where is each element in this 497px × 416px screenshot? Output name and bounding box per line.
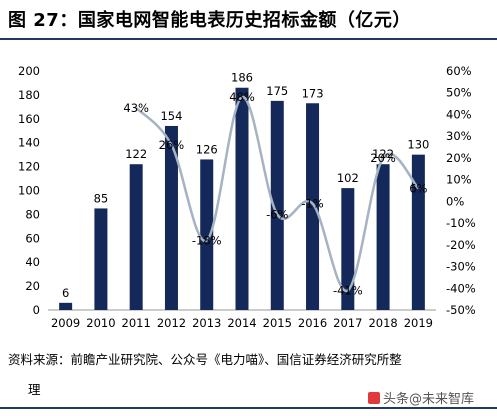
x-tick-label: 2009: [51, 316, 80, 330]
bar: [164, 125, 178, 310]
y-left-tick-label: 20: [25, 279, 40, 293]
y-left-tick-label: 200: [18, 64, 40, 78]
growth-value-label: -1%: [301, 197, 323, 211]
bottom-rule: [0, 407, 497, 409]
y-left-tick-label: 160: [18, 112, 40, 126]
growth-value-label: -18%: [192, 233, 222, 247]
bar: [411, 154, 425, 310]
x-tick-label: 2019: [404, 316, 433, 330]
bar: [376, 164, 390, 310]
y-right-tick-label: 20%: [446, 151, 472, 165]
y-right-tick-label: -10%: [446, 216, 476, 230]
growth-value-label: 48%: [229, 90, 255, 104]
bar-value-label: 173: [302, 86, 324, 100]
x-tick-label: 2010: [86, 316, 115, 330]
y-right-tick-label: 10%: [446, 173, 472, 187]
bar: [306, 103, 320, 310]
watermark-text: 头条@未来智库: [383, 392, 475, 407]
y-left-tick-label: 100: [18, 184, 40, 198]
x-tick-label: 2017: [333, 316, 362, 330]
growth-value-label: 20%: [370, 151, 396, 165]
source-note-continued: 理: [28, 382, 41, 397]
bar: [129, 164, 143, 310]
x-tick-label: 2014: [227, 316, 256, 330]
data-labels: 6 85 122 154 126 186 175 173 102 122 130 43% 26% -18%…: [62, 71, 429, 300]
y-left-tick-label: 80: [25, 207, 40, 221]
y-left-tick-label: 120: [18, 160, 40, 174]
bar-value-label: 85: [94, 191, 109, 205]
bar: [270, 100, 284, 310]
x-tick-label: 2012: [157, 316, 186, 330]
y-left-tick-label: 40: [25, 255, 40, 269]
bar: [59, 302, 73, 310]
y-right-tick-label: -20%: [446, 238, 476, 252]
bar: [341, 188, 355, 310]
bar-value-label: 122: [372, 147, 394, 161]
bar-value-label: 126: [196, 142, 218, 156]
bar: [235, 87, 249, 310]
growth-value-label: -6%: [266, 207, 288, 221]
y-left-tick-label: 140: [18, 136, 40, 150]
bar-value-label: 102: [337, 171, 359, 185]
y-right-tick-label: 0%: [446, 194, 464, 208]
line-series: [135, 95, 420, 292]
y-right-tick-label: -50%: [446, 303, 476, 317]
y-right-tick-label: 30%: [446, 129, 472, 143]
watermark-icon: [368, 392, 380, 404]
bar-value-label: 6: [62, 286, 69, 300]
growth-value-label: -41%: [333, 283, 363, 297]
y-left-tick-label: 180: [18, 88, 40, 102]
watermark: 头条@未来智库: [368, 388, 474, 407]
x-tick-label: 2013: [192, 316, 221, 330]
axes: 0 20 40 60 80 100 120 140 160 180 200 -50% -40% -30% -…: [18, 64, 476, 330]
source-note: 资料来源：前瞻产业研究院、公众号《电力喵》、国信证券经济研究所整: [8, 352, 402, 367]
bar: [94, 208, 108, 310]
y-right-tick-label: -40%: [446, 281, 476, 295]
y-right-tick-label: 40%: [446, 107, 472, 121]
combo-chart: 0 20 40 60 80 100 120 140 160 180 200 -50% -40% -30% -…: [18, 64, 476, 330]
y-right-tick-label: 60%: [446, 64, 472, 78]
bar-value-label: 186: [231, 71, 253, 85]
bar-value-label: 122: [125, 147, 147, 161]
x-tick-label: 2018: [368, 316, 397, 330]
bar-value-label: 154: [160, 109, 182, 123]
x-tick-label: 2011: [122, 316, 151, 330]
bar-value-label: 130: [407, 138, 429, 152]
bar: [200, 159, 214, 310]
growth-value-label: 26%: [159, 138, 185, 152]
growth-value-label: 6%: [409, 181, 427, 195]
y-right-tick-label: -30%: [446, 260, 476, 274]
y-right-tick-label: 50%: [446, 86, 472, 100]
bar-value-label: 175: [266, 84, 288, 98]
x-tick-label: 2015: [263, 316, 292, 330]
x-tick-label: 2016: [298, 316, 327, 330]
bar-series: [59, 87, 425, 310]
growth-value-label: 43%: [123, 101, 149, 115]
chart-title: 图 27：国家电网智能电表历史招标金额（亿元）: [8, 10, 411, 31]
growth-line: [135, 95, 420, 292]
title-rule: [0, 38, 497, 40]
y-left-tick-label: 60: [25, 231, 40, 245]
y-left-tick-label: 0: [33, 303, 40, 317]
